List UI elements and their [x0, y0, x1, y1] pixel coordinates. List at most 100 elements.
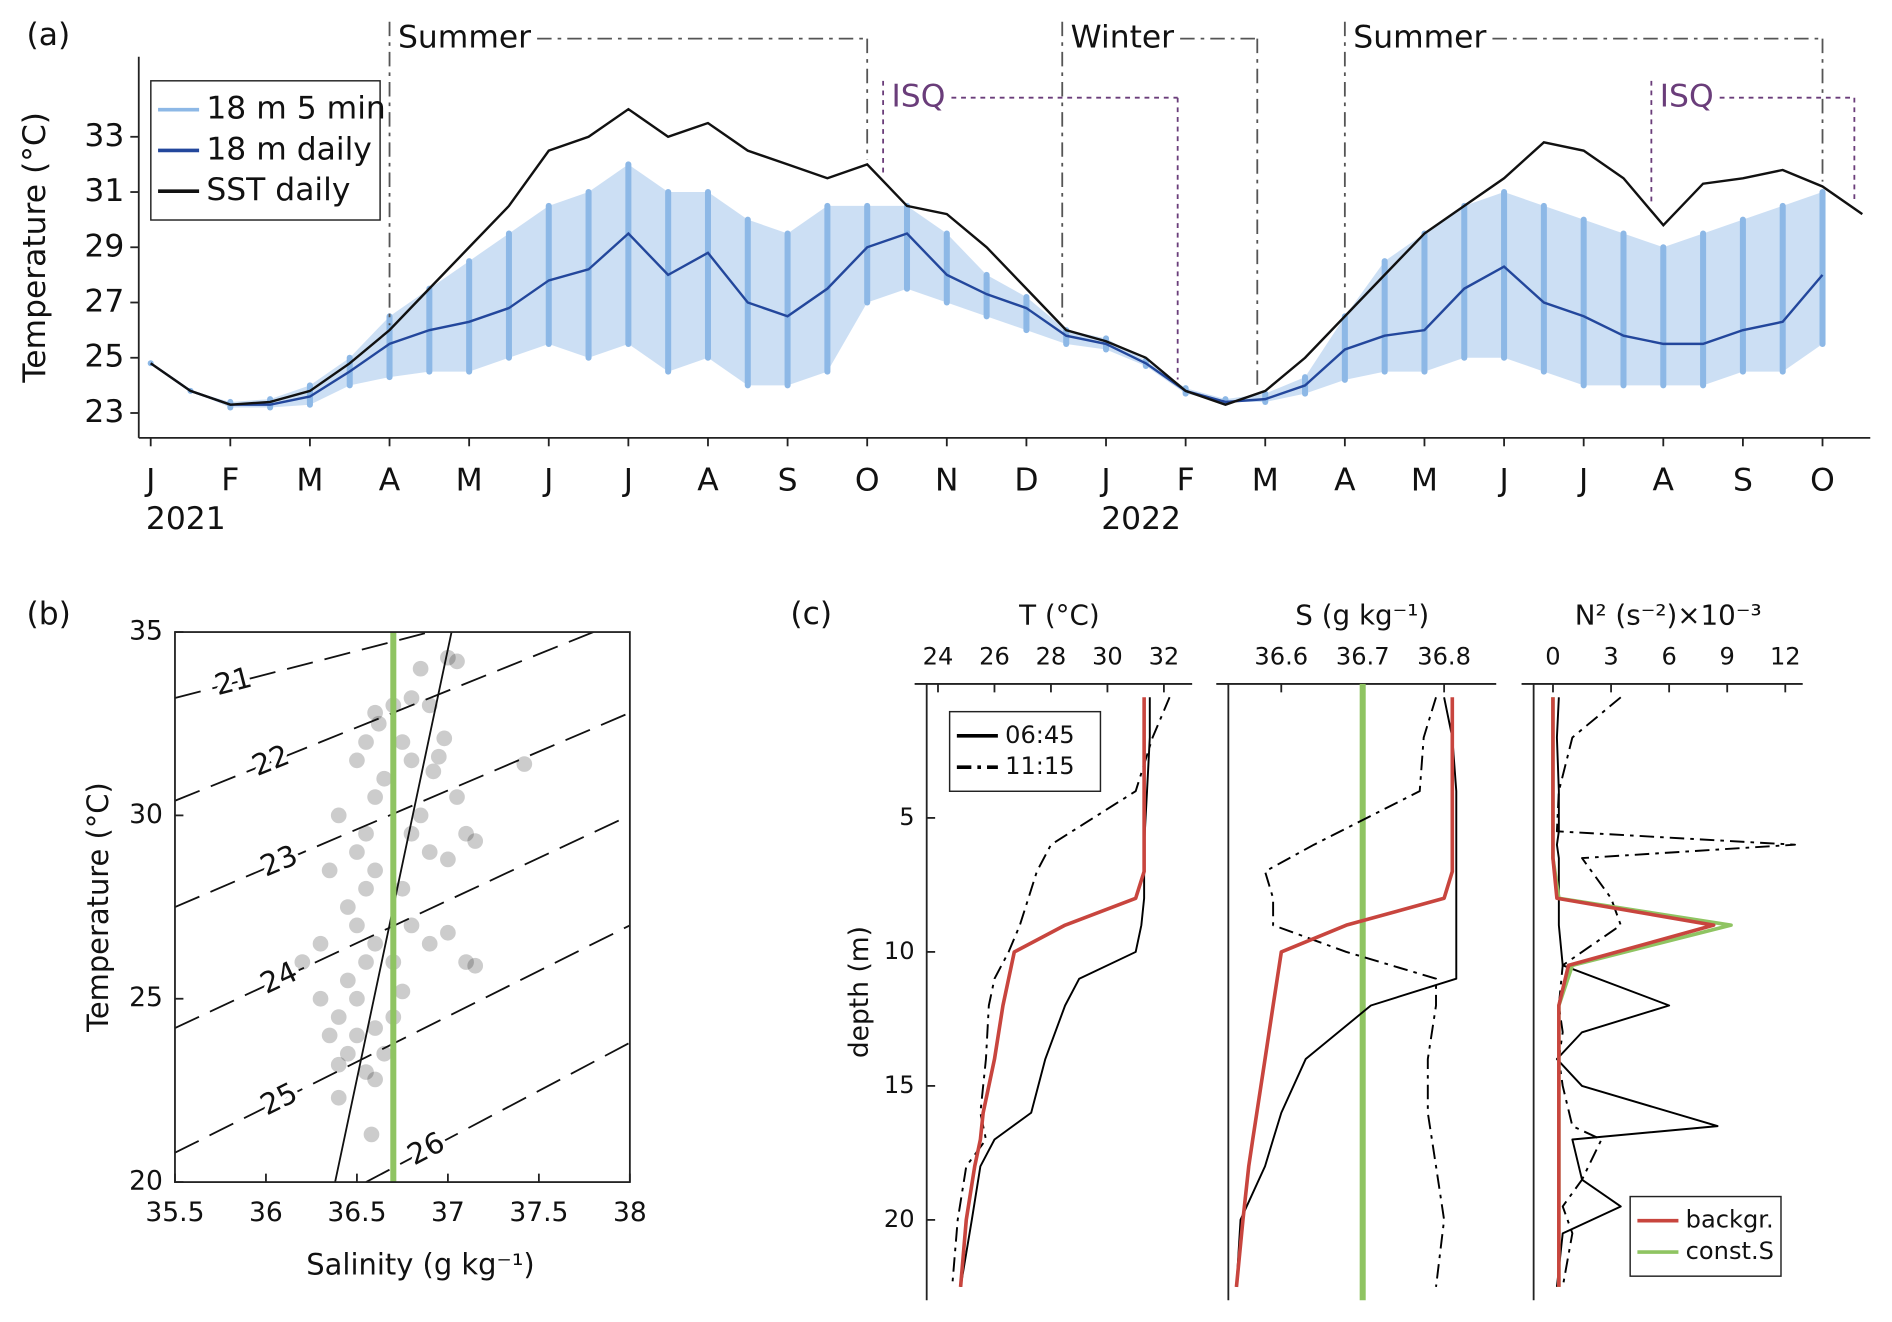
profile-line: [958, 697, 1146, 1288]
x-tick-label: S: [778, 462, 798, 498]
point: [312, 935, 329, 952]
legend-box: [948, 710, 1102, 792]
y-tick-label: 20: [884, 1205, 915, 1233]
range-band: [1742, 205, 1783, 372]
subplot-title: T (°C): [1018, 598, 1100, 631]
point: [349, 917, 365, 934]
isopycnal-label: 22: [247, 737, 294, 782]
point: [339, 972, 356, 989]
period-label: Summer: [1353, 20, 1486, 56]
period-label: ISQ: [1660, 79, 1714, 115]
point: [367, 1020, 383, 1036]
point: [330, 1056, 347, 1073]
legend-label: 06:45: [1005, 721, 1074, 749]
x-tick-label: J: [1099, 462, 1110, 498]
period-label: ISQ: [892, 79, 946, 115]
point: [421, 697, 438, 714]
x-tick-label: 30: [1092, 642, 1123, 670]
range-band: [349, 316, 390, 386]
range-band: [1464, 192, 1505, 358]
point: [403, 690, 420, 706]
point: [430, 748, 447, 765]
point: [458, 825, 474, 842]
x-tick-label: 12: [1770, 642, 1801, 670]
point: [376, 1045, 393, 1062]
point: [339, 899, 356, 915]
point: [376, 770, 393, 787]
range-band: [787, 205, 828, 386]
x-tick-label: 36.7: [1336, 642, 1390, 670]
isopycnal-label: 25: [255, 1075, 303, 1122]
x-tick-label: 35.5: [145, 1197, 204, 1228]
range-band: [588, 164, 629, 358]
legend-label: const.S: [1686, 1237, 1774, 1265]
point: [425, 763, 442, 780]
point: [440, 649, 456, 666]
year-label: 2021: [146, 501, 226, 537]
x-tick-label: N: [935, 462, 958, 498]
point: [412, 660, 429, 677]
series-line: [150, 107, 1864, 406]
y-tick-label: 25: [84, 339, 124, 375]
x-tick-label: F: [1177, 462, 1195, 498]
x-tick-label: J: [542, 462, 553, 498]
point: [294, 954, 311, 970]
y-tick-label: 20: [129, 1166, 163, 1197]
point: [421, 844, 438, 860]
y-axis-label: Temperature (°C): [81, 782, 115, 1033]
plot-area: [174, 632, 630, 1183]
range-band: [1623, 233, 1664, 386]
x-tick-label: J: [622, 462, 633, 498]
range-band: [1305, 316, 1345, 394]
point: [358, 954, 374, 970]
point: [367, 935, 383, 952]
point: [358, 825, 374, 842]
x-tick-label: 37: [431, 1197, 465, 1228]
isopycnal: [174, 814, 630, 1029]
profile-line: [1551, 697, 1716, 1287]
subplot-title: N² (s⁻²)×10⁻³: [1575, 598, 1762, 631]
x-tick-label: 6: [1661, 642, 1676, 670]
point: [403, 917, 420, 934]
x-tick-label: A: [379, 462, 401, 498]
range-band: [309, 357, 350, 405]
y-tick-label: 10: [884, 937, 915, 965]
range-band: [1344, 261, 1385, 380]
point: [349, 1027, 365, 1044]
x-tick-label: F: [221, 462, 239, 498]
point: [330, 1009, 347, 1025]
profile-line: [1555, 696, 1796, 1288]
series-line: [150, 231, 1824, 406]
x-tick-label: M: [456, 462, 483, 498]
year-label: 2022: [1101, 501, 1181, 537]
point: [436, 730, 453, 747]
point: [349, 990, 365, 1007]
y-tick-label: 27: [84, 284, 124, 320]
range-band: [429, 261, 470, 372]
x-tick-label: 32: [1149, 642, 1180, 670]
x-tick-label: J: [144, 462, 155, 498]
x-tick-label: 37.5: [509, 1197, 568, 1228]
legend-box: [1629, 1195, 1782, 1277]
x-tick-label: 36.5: [327, 1197, 386, 1228]
point: [403, 752, 420, 769]
y-tick-label: 35: [129, 616, 163, 647]
x-tick-label: 3: [1603, 642, 1618, 670]
range-band: [1703, 219, 1743, 386]
range-band: [508, 205, 549, 358]
x-tick-label: J: [1497, 462, 1508, 498]
point: [421, 935, 438, 952]
range-band: [747, 219, 788, 386]
y-tick-label: 5: [899, 803, 914, 831]
x-tick-label: M: [296, 462, 323, 498]
y-axis-label: Temperature (°C): [17, 112, 53, 384]
range-band: [1384, 233, 1425, 372]
point: [394, 983, 411, 1000]
legend-label: 18 m daily: [206, 131, 372, 167]
point: [363, 1126, 380, 1143]
isopycnal-label: 23: [255, 838, 302, 884]
point: [330, 1089, 347, 1106]
x-tick-label: 28: [1036, 642, 1067, 670]
range-band: [389, 288, 430, 378]
y-tick-label: 33: [84, 118, 124, 154]
